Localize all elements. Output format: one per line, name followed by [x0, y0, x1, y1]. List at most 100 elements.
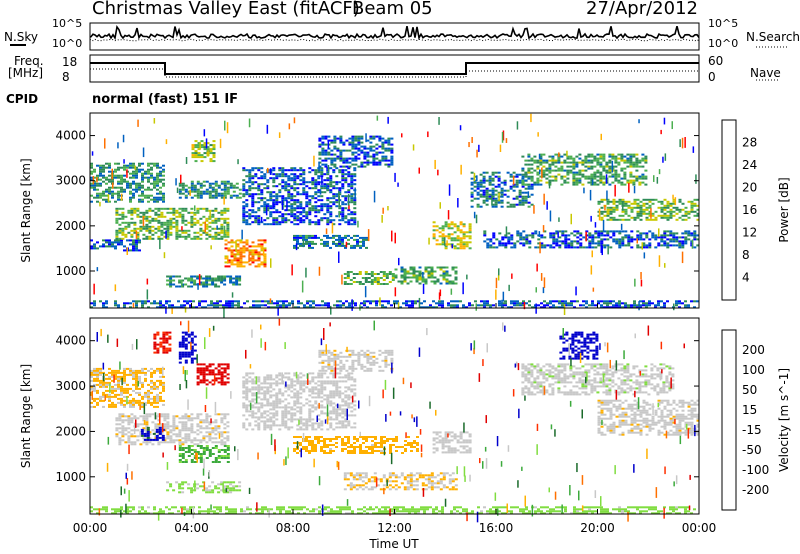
- power-cell: [205, 207, 209, 210]
- velocity-cell: [156, 399, 159, 402]
- velocity-cell: [136, 439, 140, 442]
- power-cell: [290, 185, 294, 188]
- power-cell: [220, 223, 224, 226]
- power-cell: [326, 244, 329, 247]
- power-cell: [641, 157, 645, 160]
- velocity-cell: [217, 369, 221, 372]
- power-cell: [501, 238, 505, 241]
- power-cell: [663, 234, 667, 237]
- velocity-cell: [146, 432, 150, 435]
- power-cell: [196, 221, 200, 224]
- power-cell: [332, 187, 336, 190]
- power-cell: [293, 213, 297, 216]
- power-cell: [432, 233, 436, 236]
- power-cell: [105, 300, 108, 303]
- power-cell: [138, 200, 141, 203]
- power-cell: [525, 240, 529, 243]
- power-cell: [93, 188, 96, 191]
- power-cell: [482, 185, 486, 188]
- power-cell: [358, 281, 362, 283]
- power-cell: [357, 137, 361, 140]
- velocity-cell: [160, 423, 164, 426]
- power-noise-cell: [600, 133, 602, 141]
- power-noise-cell: [473, 211, 476, 219]
- power-cell: [642, 304, 645, 307]
- power-cell: [521, 181, 525, 184]
- power-cell: [323, 242, 326, 245]
- power-cell: [488, 195, 492, 198]
- power-cell: [542, 175, 546, 178]
- velocity-cell: [93, 383, 96, 386]
- power-noise-cell: [235, 240, 237, 252]
- power-cell: [260, 175, 264, 178]
- power-cell: [644, 155, 648, 158]
- power-cell: [347, 219, 351, 222]
- velocity-cell: [220, 367, 224, 370]
- power-cell: [439, 274, 443, 277]
- power-cell: [117, 186, 120, 189]
- velocity-cell: [163, 415, 167, 418]
- power-cell: [230, 253, 234, 256]
- power-cell: [515, 185, 519, 188]
- power-cell: [208, 184, 212, 187]
- power-cell: [117, 192, 120, 195]
- velocity-cell: [156, 347, 160, 350]
- power-cell: [579, 238, 583, 241]
- power-cell: [175, 215, 179, 218]
- power-cell: [269, 197, 273, 200]
- power-cell: [193, 275, 197, 278]
- power-cell: [608, 159, 612, 162]
- power-cell: [648, 244, 652, 247]
- power-cell: [612, 304, 615, 307]
- power-cell: [344, 177, 348, 180]
- power-cell: [684, 230, 688, 233]
- power-cell: [117, 239, 120, 242]
- velocity-cell: [217, 441, 221, 444]
- power-cell: [266, 185, 270, 188]
- power-cell: [696, 208, 700, 211]
- power-cell: [172, 221, 176, 224]
- power-cell: [211, 215, 215, 218]
- power-cell: [557, 157, 561, 160]
- velocity-cell: [153, 385, 156, 388]
- velocity-cell: [148, 433, 152, 436]
- power-cell: [365, 236, 368, 239]
- power-cell: [296, 217, 300, 220]
- power-noise-cell: [96, 177, 98, 183]
- power-cell: [439, 282, 443, 285]
- power-cell: [123, 306, 126, 309]
- freq-tick-high: 18: [62, 55, 78, 69]
- power-cell: [197, 152, 201, 155]
- velocity-cell: [105, 381, 108, 384]
- power-cell: [388, 281, 392, 283]
- power-noise-cell: [165, 230, 167, 239]
- power-cell: [451, 282, 455, 285]
- power-cell: [172, 217, 176, 220]
- power-cell: [350, 201, 354, 204]
- power-cell: [159, 198, 162, 201]
- power-cell: [190, 217, 194, 220]
- power-cell: [639, 238, 643, 241]
- power-cell: [364, 279, 368, 281]
- power-cell: [627, 214, 631, 217]
- power-cell: [151, 209, 155, 212]
- cpid-label: CPID: [6, 92, 39, 106]
- power-cell: [381, 300, 384, 303]
- power-cell: [320, 171, 324, 174]
- power-cell: [579, 246, 583, 249]
- power-cell: [129, 164, 132, 167]
- power-cell: [657, 236, 661, 239]
- velocity-cell: [205, 373, 209, 376]
- power-cell: [627, 304, 630, 307]
- velocity-cell: [114, 371, 117, 374]
- velocity-cell: [142, 417, 146, 420]
- power-cell: [153, 302, 156, 305]
- velocity-cell: [211, 447, 215, 449]
- power-cell: [266, 205, 270, 208]
- power-cell: [491, 191, 495, 194]
- power-cell: [587, 167, 591, 170]
- power-cell: [130, 229, 134, 232]
- power-cell: [409, 268, 413, 271]
- power-noise-cell: [499, 144, 502, 153]
- power-cell: [296, 175, 300, 178]
